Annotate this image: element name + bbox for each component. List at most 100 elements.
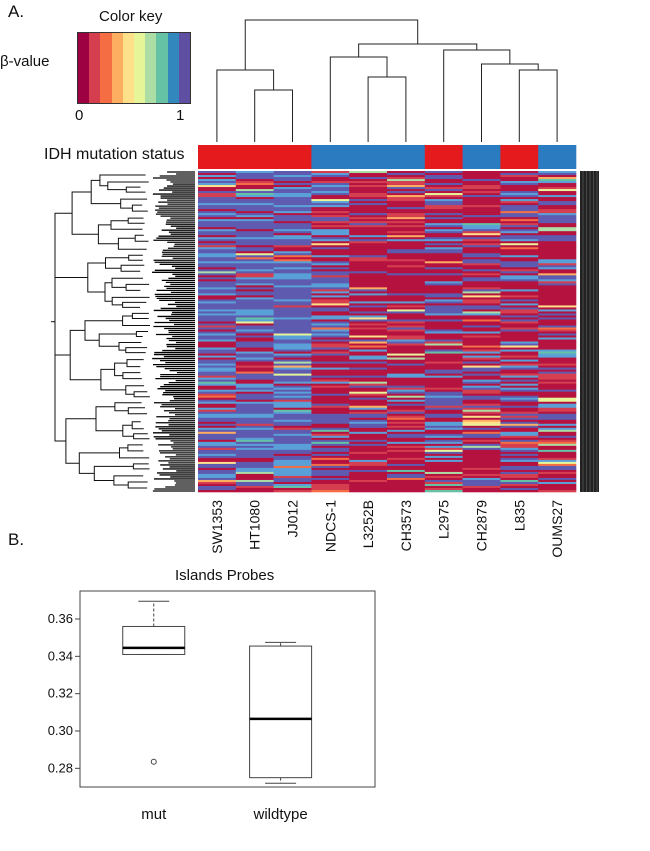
heatmap-cell <box>349 305 388 308</box>
heatmap-cell <box>424 323 463 326</box>
heatmap-cell <box>349 329 388 332</box>
heatmap-cell <box>424 411 463 415</box>
heatmap-cell <box>538 251 577 254</box>
heatmap-cell <box>424 261 463 264</box>
heatmap-cell <box>500 299 539 302</box>
heatmap-cell <box>349 285 388 288</box>
heatmap-cell <box>424 297 463 300</box>
heatmap-cell <box>538 483 577 487</box>
heatmap-cell <box>387 489 426 493</box>
heatmap-cell <box>424 319 463 322</box>
x-category-label: wildtype <box>252 806 307 823</box>
heatmap-cell <box>198 267 237 270</box>
heatmap-cell <box>462 485 501 489</box>
heatmap-cell <box>500 325 539 328</box>
heatmap-cell <box>198 231 237 234</box>
heatmap-cell <box>311 341 350 344</box>
heatmap-cell <box>424 239 463 242</box>
heatmap-cell <box>273 461 312 465</box>
heatmap-cell <box>235 367 274 370</box>
row-dendro-link <box>119 447 150 459</box>
heatmap-cell <box>235 401 274 405</box>
heatmap-cell <box>311 427 350 431</box>
heatmap-cell <box>349 337 388 340</box>
heatmap-cell <box>424 427 463 431</box>
heatmap-cell <box>349 339 388 342</box>
heatmap-cell <box>387 189 426 192</box>
heatmap-cell <box>462 261 501 264</box>
heatmap-cell <box>387 417 426 421</box>
heatmap-cell <box>235 415 274 419</box>
row-dendro-link <box>120 198 148 209</box>
heatmap-cell <box>311 269 350 272</box>
heatmap-cell <box>387 319 426 322</box>
heatmap-cell <box>235 453 274 457</box>
row-dendro-link <box>125 283 150 291</box>
heatmap-cell <box>235 241 274 244</box>
heatmap-cell <box>311 235 350 238</box>
heatmap-cell <box>235 329 274 332</box>
heatmap-cell <box>311 253 350 256</box>
heatmap-cell <box>538 433 577 437</box>
heatmap-cell <box>538 405 577 409</box>
heatmap-cell <box>273 247 312 250</box>
heatmap-cell <box>273 409 312 413</box>
heatmap-cell <box>424 351 463 354</box>
panel-b-letter: B. <box>8 530 25 549</box>
heatmap-cell <box>198 319 237 322</box>
column-label: NDCS-1 <box>322 500 338 552</box>
heatmap-cell <box>462 451 501 455</box>
heatmap-cell <box>387 387 426 390</box>
heatmap-cell <box>424 179 463 182</box>
heatmap-cell <box>424 363 463 366</box>
heatmap-cell <box>538 227 577 230</box>
heatmap-cell <box>500 173 539 176</box>
color-key-swatch <box>111 33 123 103</box>
heatmap-cell <box>538 429 577 433</box>
heatmap-cell <box>349 451 388 455</box>
heatmap-cell <box>349 457 388 461</box>
heatmap-cell <box>273 227 312 230</box>
heatmap-cell <box>462 257 501 260</box>
color-key-swatch <box>78 33 90 103</box>
heatmap-cell <box>387 377 426 380</box>
heatmap-cell <box>538 403 577 407</box>
heatmap-cell <box>500 441 539 445</box>
heatmap-cell <box>387 421 426 425</box>
heatmap-cell <box>462 253 501 256</box>
heatmap-cell <box>424 443 463 447</box>
heatmap-cell <box>235 337 274 340</box>
heatmap-cell <box>235 419 274 423</box>
heatmap-cell <box>349 485 388 489</box>
heatmap-cell <box>311 265 350 268</box>
heatmap-cell <box>349 453 388 457</box>
heatmap-cell <box>538 273 577 276</box>
heatmap-cell <box>273 475 312 479</box>
heatmap-cell <box>387 177 426 180</box>
heatmap-cell <box>198 247 237 250</box>
heatmap-cell <box>500 247 539 250</box>
heatmap-cell <box>198 171 237 174</box>
heatmap-cell <box>462 325 501 328</box>
heatmap-cell <box>500 427 539 431</box>
heatmap-cell <box>273 173 312 176</box>
heatmap-cell <box>387 435 426 439</box>
heatmap-cell <box>500 335 539 338</box>
heatmap-cell <box>424 257 463 260</box>
heatmap-cell <box>273 443 312 447</box>
heatmap-cell <box>273 351 312 354</box>
heatmap-cell <box>198 283 237 286</box>
boxplot-frame <box>79 590 376 788</box>
heatmap-cell <box>198 433 237 437</box>
heatmap-cell <box>198 325 237 328</box>
heatmap-cell <box>500 393 539 396</box>
row-dendro-link <box>98 333 137 347</box>
row-dendro-link <box>135 331 148 337</box>
heatmap-cell <box>387 403 426 407</box>
heatmap-cell <box>424 371 463 374</box>
heatmap-cell <box>538 339 577 342</box>
heatmap-cell <box>424 429 463 433</box>
heatmap-cell <box>311 385 350 388</box>
heatmap-cell <box>424 477 463 481</box>
heatmap-cell <box>538 427 577 431</box>
